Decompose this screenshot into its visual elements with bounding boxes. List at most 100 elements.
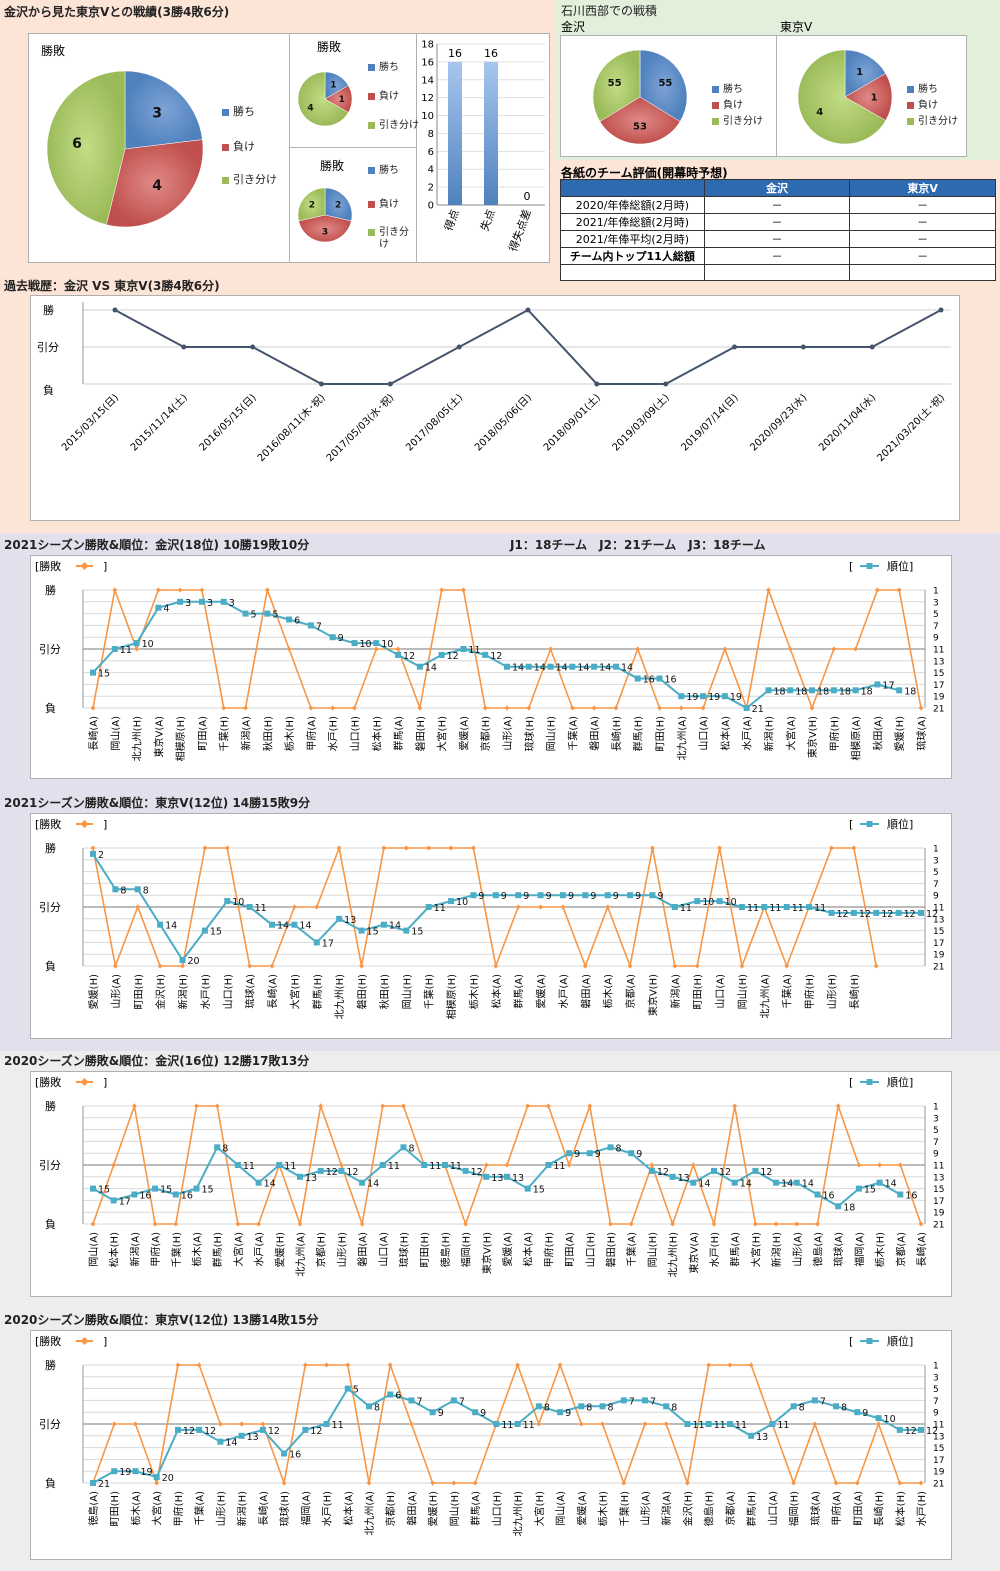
result-point xyxy=(578,1421,584,1427)
rank-data-label: 17 xyxy=(119,1196,131,1207)
divider-h1 xyxy=(289,147,416,148)
result-point xyxy=(877,1162,883,1168)
result-point xyxy=(297,1221,303,1227)
season-ylabel-draw: 引分 xyxy=(39,900,61,914)
rank-point xyxy=(351,640,358,647)
rank-point xyxy=(711,1167,717,1174)
rank-line xyxy=(92,600,900,710)
rank-point xyxy=(545,1162,552,1168)
result-point xyxy=(649,1162,655,1168)
rank-point xyxy=(612,663,619,670)
eval-row: 2021/年俸平均(2月時) －－ xyxy=(560,230,996,248)
eval-cell-kanazawa: － xyxy=(703,230,851,248)
season-match-label: 町田(H) xyxy=(693,974,704,1009)
result-point xyxy=(235,1221,241,1227)
rank-point xyxy=(582,892,589,899)
main-pie: 3 4 6 xyxy=(46,70,204,228)
eval-cell-tokyo xyxy=(849,264,996,281)
season-rank-tick: 13 xyxy=(933,657,944,667)
season-match-label: 群馬(H) xyxy=(745,1491,758,1526)
season-match-label: 岡山(A) xyxy=(88,1232,100,1267)
rank-data-label: 7 xyxy=(650,1396,656,1407)
rank-data-label: 16 xyxy=(181,1191,193,1202)
rank-point xyxy=(111,1468,118,1475)
eval-cell-kanazawa: － xyxy=(703,213,851,231)
season-ylabel-win: 勝 xyxy=(45,1358,56,1372)
rank-data-label: 11 xyxy=(769,903,781,914)
season-match-label: 新潟(H) xyxy=(177,974,190,1009)
result-point xyxy=(918,1221,924,1227)
rank-point xyxy=(111,646,118,652)
result-point xyxy=(111,1162,117,1168)
season-match-label: 愛媛(H) xyxy=(427,1491,440,1526)
rank-point xyxy=(504,1173,510,1180)
rank-data-label: 5 xyxy=(272,610,278,621)
rank-data-label: 16 xyxy=(665,675,677,686)
season-rank-tick: 9 xyxy=(933,634,939,644)
season-ylabel-draw: 引分 xyxy=(39,642,61,656)
rank-data-label: 8 xyxy=(841,1402,847,1413)
rank-data-label: 9 xyxy=(501,891,507,902)
rank-point xyxy=(196,1426,203,1433)
eval-cell-kanazawa xyxy=(703,264,851,281)
season-match-label: 岡山(H) xyxy=(449,1491,461,1526)
result-point xyxy=(608,1221,613,1227)
season-match-label: 栃木(A) xyxy=(602,974,615,1009)
result-point xyxy=(196,1362,202,1368)
result-point xyxy=(366,1480,372,1486)
ishikawa-divider xyxy=(776,35,777,157)
legend-result-label: [勝敗 xyxy=(35,1334,61,1348)
pie-slice-win-label: 55 xyxy=(658,78,672,89)
season-match-label: 山口(A) xyxy=(698,716,710,751)
rank-data-label: 14 xyxy=(425,663,437,674)
result-point xyxy=(463,1221,469,1227)
season-match-label: 水戸(A) xyxy=(558,974,570,1009)
result-line xyxy=(92,845,878,969)
rank-point xyxy=(174,1426,181,1433)
rank-point xyxy=(787,687,794,694)
pie-slice-lose xyxy=(298,214,352,243)
season-chart-3: 13579111315171921勝引分負[勝敗][順位]15171615161… xyxy=(35,1075,945,1277)
rank-data-label: 8 xyxy=(616,1143,622,1154)
top-title: 金沢から見た東京Vとの戦績(3勝4敗6分) xyxy=(4,5,230,19)
result-point xyxy=(448,845,454,851)
season-match-label: 長崎(H) xyxy=(848,974,861,1009)
result-point xyxy=(359,963,365,969)
result-point xyxy=(627,963,633,969)
rank-data-label: 11 xyxy=(120,645,132,656)
season-match-label: 水戸(H) xyxy=(200,974,212,1009)
season-rank-tick: 15 xyxy=(933,669,944,679)
rank-data-label: 21 xyxy=(752,704,764,715)
result-point xyxy=(152,1221,158,1227)
season-match-label: 山口(H) xyxy=(491,1491,503,1526)
pie-slice-lose-label: 1 xyxy=(871,92,878,103)
rank-point xyxy=(897,1191,904,1198)
pie-slice-draw-label: 6 xyxy=(72,136,82,152)
rank-data-label: 12 xyxy=(183,1426,195,1437)
rank-data-label: 11 xyxy=(814,903,826,914)
season-match-label: 琉球(A) xyxy=(244,974,257,1009)
rank-data-label: 14 xyxy=(740,1179,752,1190)
legend-result-label: [勝敗 xyxy=(35,1075,61,1089)
rank-data-label: 14 xyxy=(512,663,524,674)
s2-legend-win: 勝ち xyxy=(368,161,399,176)
season-match-label: 徳島(A) xyxy=(87,1491,100,1526)
history-point xyxy=(525,307,531,313)
history-point xyxy=(181,344,187,350)
season-ylabel-win: 勝 xyxy=(45,841,56,855)
season-match-label: 東京V(H) xyxy=(806,716,819,758)
it-legend-win: 勝ち xyxy=(907,80,938,95)
season-match-label: 長崎(H) xyxy=(873,1491,886,1526)
rank-point xyxy=(329,634,336,641)
season-rank-tick: 3 xyxy=(933,1114,939,1124)
pie-slice-win xyxy=(124,70,203,150)
result-point xyxy=(833,1480,839,1486)
legend-result-marker xyxy=(80,820,89,828)
eval-cell-tokyo: － xyxy=(849,247,996,265)
rank-point xyxy=(873,909,880,916)
result-point xyxy=(600,1421,606,1427)
rank-point xyxy=(234,1162,241,1168)
result-point xyxy=(318,1103,324,1109)
result-point xyxy=(765,587,771,593)
pie-slice-lose xyxy=(844,73,893,121)
